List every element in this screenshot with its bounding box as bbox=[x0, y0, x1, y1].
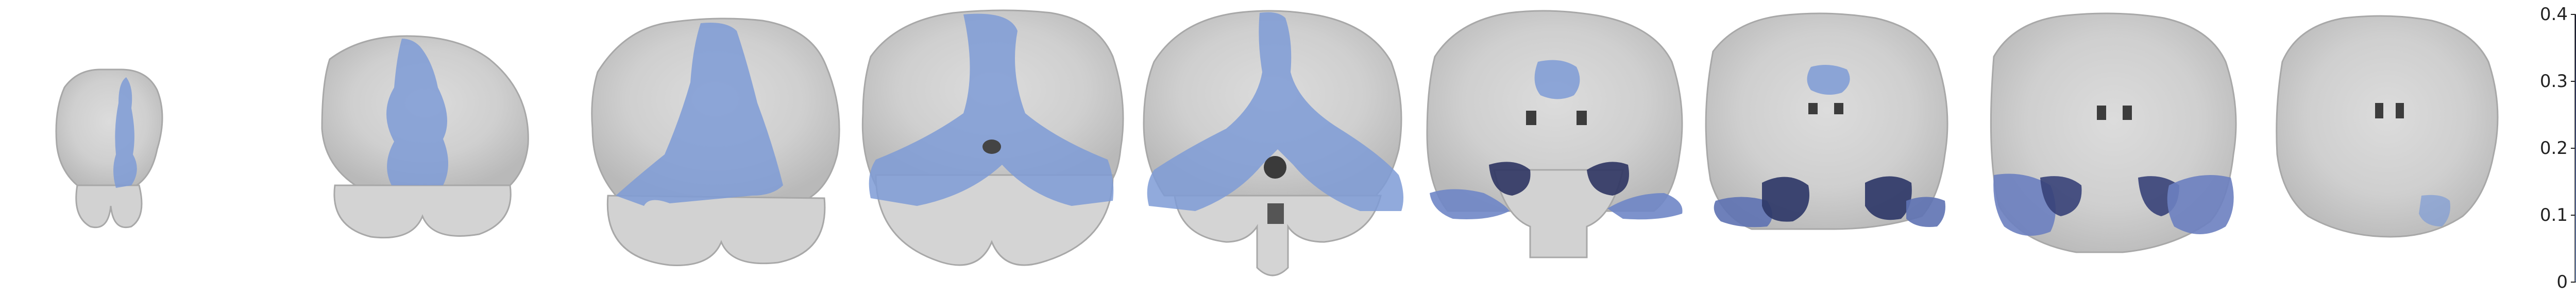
overlay-lower-left bbox=[1993, 173, 2056, 236]
colorbar: 0.4 0.3 0.2 0.1 0 bbox=[2540, 4, 2576, 292]
slice-4 bbox=[861, 9, 1124, 266]
brainstem-dark bbox=[1267, 203, 1284, 224]
overlay-dark-left bbox=[2040, 176, 2082, 216]
overlay-region bbox=[386, 39, 448, 185]
colorbar-ticks: 0.4 0.3 0.2 0.1 0 bbox=[2540, 4, 2575, 292]
ventricle-right bbox=[1577, 111, 1587, 125]
overlay-region bbox=[616, 23, 783, 206]
overlay-dark-right bbox=[1865, 176, 1912, 220]
ventricle-right bbox=[1834, 103, 1843, 114]
ventricle-left bbox=[1808, 103, 1818, 114]
overlay-region bbox=[113, 77, 137, 188]
brain-tissue bbox=[1705, 12, 1948, 230]
colorbar-gradient bbox=[2575, 14, 2576, 282]
ventricle-left bbox=[2375, 103, 2383, 118]
slice-6 bbox=[1426, 10, 1683, 258]
overlay-region bbox=[2419, 195, 2450, 227]
brain-tissue bbox=[2276, 15, 2499, 238]
overlay-region bbox=[1147, 12, 1403, 211]
colorbar-tick-label: 0.1 bbox=[2540, 205, 2568, 225]
overlay-dark-left bbox=[1762, 177, 1809, 222]
slice-5 bbox=[1143, 10, 1403, 276]
ventricle-left bbox=[1526, 111, 1536, 125]
ventricle bbox=[1264, 156, 1286, 179]
colorbar-tick-label: 0.3 bbox=[2540, 71, 2568, 92]
overlay-dark-right bbox=[1587, 162, 1629, 196]
colorbar-tick-label: 0 bbox=[2556, 272, 2568, 292]
colorbar-tick-label: 0.2 bbox=[2540, 138, 2568, 159]
overlay-dark-left bbox=[1489, 162, 1531, 196]
ventricle-left bbox=[2097, 106, 2106, 120]
overlay-region bbox=[1534, 60, 1580, 99]
ventricle bbox=[982, 140, 1001, 154]
overlay-lower-right bbox=[1906, 197, 1945, 227]
slice-1 bbox=[55, 68, 163, 228]
ventricle-right bbox=[2396, 103, 2404, 118]
cerebellum bbox=[1174, 195, 1382, 276]
cerebellum bbox=[606, 195, 826, 266]
brain-tissue bbox=[55, 68, 163, 186]
slice-3 bbox=[591, 18, 840, 266]
slice-7 bbox=[1705, 12, 1948, 230]
cerebellum bbox=[75, 184, 143, 228]
cerebellum bbox=[333, 184, 512, 239]
overlay-lower-left bbox=[1430, 189, 1510, 219]
overlay-region bbox=[869, 13, 1114, 206]
slice-8 bbox=[1990, 12, 2237, 253]
brain-tissue bbox=[1426, 10, 1683, 212]
slice-2 bbox=[321, 35, 529, 239]
slice-9 bbox=[2276, 15, 2499, 238]
overlay-lower-right bbox=[1607, 193, 1683, 220]
overlay-lower-left bbox=[1714, 197, 1772, 228]
overlay-lower-right bbox=[2167, 175, 2234, 234]
overlay-region bbox=[1807, 65, 1850, 95]
ventricle-right bbox=[2123, 106, 2132, 120]
colorbar-tick-label: 0.4 bbox=[2540, 4, 2568, 25]
